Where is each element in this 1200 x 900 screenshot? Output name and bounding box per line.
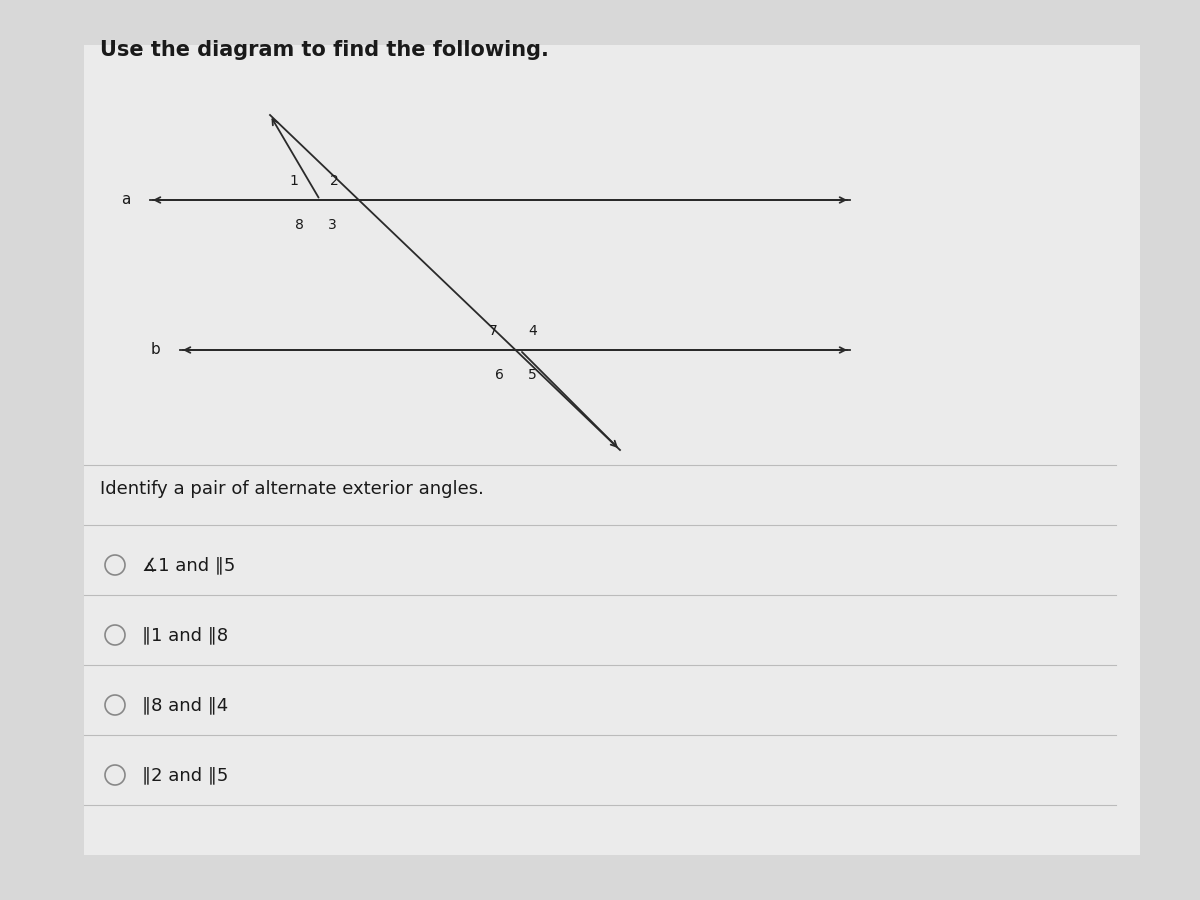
Text: b: b: [150, 343, 160, 357]
Text: Identify a pair of alternate exterior angles.: Identify a pair of alternate exterior an…: [100, 480, 484, 498]
Text: 3: 3: [328, 218, 337, 232]
Text: 4: 4: [528, 324, 536, 338]
Text: ∥8 and ∥4: ∥8 and ∥4: [142, 696, 228, 714]
Text: ∥2 and ∥5: ∥2 and ∥5: [142, 766, 228, 784]
Text: a: a: [121, 193, 130, 208]
Text: 5: 5: [528, 368, 536, 382]
Text: 6: 6: [496, 368, 504, 382]
Text: ∡1 and ∥5: ∡1 and ∥5: [142, 556, 235, 574]
Text: ∥1 and ∥8: ∥1 and ∥8: [142, 626, 228, 644]
Text: Use the diagram to find the following.: Use the diagram to find the following.: [100, 40, 548, 60]
Text: 2: 2: [330, 174, 338, 188]
Text: 1: 1: [289, 174, 298, 188]
Text: 7: 7: [490, 324, 498, 338]
Text: 8: 8: [295, 218, 304, 232]
